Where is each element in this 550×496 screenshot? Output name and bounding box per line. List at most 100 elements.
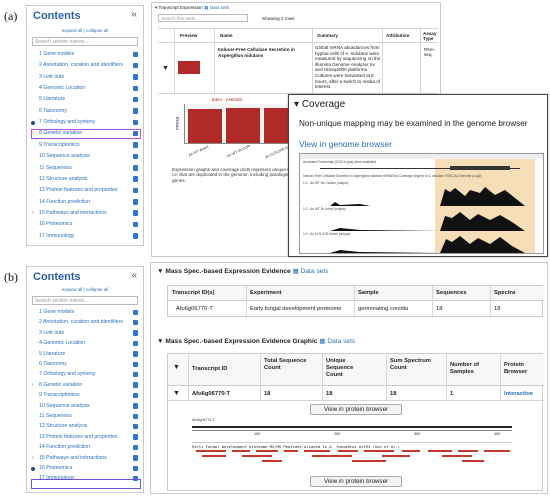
section-checkbox[interactable] — [132, 465, 138, 471]
collapse-arrow-icon[interactable]: ▾ — [294, 99, 300, 110]
sidebar-item-label[interactable]: 17 Immunology — [39, 232, 75, 239]
sidebar-item[interactable]: 1 Gene models — [39, 308, 138, 317]
expand-collapse-toggle[interactable]: expand all | collapse all — [61, 287, 109, 292]
sidebar-item[interactable]: 8 Genetic variation › — [32, 381, 138, 390]
sidebar-item-label[interactable]: 13 Protein features and properties — [39, 433, 118, 440]
sidebar-item-label[interactable]: 13 Protein features and properties — [39, 187, 118, 194]
section-checkbox[interactable] — [132, 119, 138, 126]
datasets-label[interactable]: Data sets — [327, 338, 356, 345]
sidebar-item-label[interactable]: 2 Annotation, curation and identifiers — [39, 62, 123, 69]
sidebar-item[interactable]: 12 Structure analysis — [39, 422, 138, 431]
sidebar-item-label[interactable]: 3 Link outs — [39, 73, 65, 80]
section-checkbox[interactable] — [132, 142, 138, 148]
collapse-sidebar-icon[interactable]: « — [131, 9, 137, 20]
col-protein-browser[interactable]: Protein Browser — [504, 362, 528, 375]
expand-row-arrow-icon[interactable]: ▼ — [162, 65, 169, 72]
sort-arrow-icon[interactable]: ▼ — [173, 364, 180, 371]
section-checkbox[interactable] — [132, 309, 138, 315]
datasets-label[interactable]: Data sets — [209, 5, 230, 10]
protein-browser-button-top[interactable]: View in protein browser — [310, 404, 402, 415]
sidebar-item-label[interactable]: 12 Structure analysis — [39, 423, 88, 430]
col-experiment[interactable]: Experiment — [250, 290, 282, 296]
section-checkbox[interactable] — [132, 199, 138, 205]
sidebar-item[interactable]: 8 Genetic variation › — [32, 129, 138, 138]
section-search-input[interactable]: Search section names... — [32, 37, 138, 46]
section-checkbox[interactable] — [132, 187, 138, 194]
interactive-link[interactable]: Interactive — [504, 391, 533, 397]
sidebar-item-label[interactable]: 7 Orthology and synteny — [39, 371, 96, 378]
sidebar-item-label[interactable]: 5 Literature — [39, 350, 66, 357]
sidebar-item[interactable]: 4 Genomic Location — [39, 84, 138, 93]
genome-browser-link[interactable]: View in genome browser — [299, 139, 392, 149]
sidebar-item[interactable]: 14 Function prediction — [39, 198, 138, 207]
sidebar-item-label[interactable]: 4 Genomic Location — [39, 340, 86, 347]
col-unique-seq[interactable]: Unique Sequence Count — [326, 358, 354, 378]
section-checkbox[interactable] — [132, 403, 138, 409]
sidebar-item[interactable]: 5 Literature — [39, 350, 138, 359]
col-spectra[interactable]: Spectra — [494, 290, 516, 296]
section-checkbox[interactable] — [132, 330, 138, 336]
sidebar-item-label[interactable]: 16 Proteomics — [39, 465, 73, 471]
sidebar-item[interactable]: 12 Structure analysis — [39, 175, 138, 184]
sidebar-item[interactable]: 1 Gene models — [39, 50, 138, 59]
sidebar-item-label[interactable]: 11 Sequences — [39, 413, 72, 419]
sidebar-item[interactable]: 10 Sequence analysis — [39, 402, 138, 411]
sidebar-item-label[interactable]: 1 Gene models — [39, 309, 75, 315]
expand-chevron-icon[interactable]: › — [32, 209, 34, 216]
sidebar-item-label[interactable]: 8 Genetic variation — [39, 130, 83, 137]
sidebar-item[interactable]: 13 Protein features and properties — [39, 186, 138, 195]
sidebar-item-label[interactable]: 1 Gene models — [39, 51, 75, 57]
section-checkbox[interactable] — [132, 210, 138, 216]
section-checkbox[interactable] — [132, 319, 138, 326]
sidebar-item-label[interactable]: 7 Orthology and synteny — [39, 119, 96, 126]
sidebar-item[interactable]: 15 Pathways and interactions › — [32, 454, 138, 463]
sidebar-item[interactable]: 13 Protein features and properties — [39, 433, 138, 442]
section-checkbox[interactable] — [132, 413, 138, 419]
collapse-arrow-icon[interactable]: ▼ — [157, 338, 164, 345]
sidebar-item[interactable]: 15 Pathways and interactions › — [32, 209, 138, 218]
collapse-arrow-icon[interactable]: ▾ — [155, 5, 158, 10]
section-checkbox[interactable] — [132, 392, 138, 399]
sidebar-item[interactable]: 14 Function prediction — [39, 443, 138, 452]
expand-collapse-toggle[interactable]: expand all | collapse all — [61, 28, 109, 33]
col-number-samples[interactable]: Number of Samples — [450, 362, 479, 375]
sidebar-item-label[interactable]: 14 Function prediction — [39, 198, 91, 205]
col-sample[interactable]: Sample — [358, 290, 379, 296]
section-checkbox[interactable] — [132, 130, 138, 137]
sidebar-item-label[interactable]: 6 Taxonomy — [39, 107, 67, 114]
sidebar-item[interactable]: 6 Taxonomy — [39, 107, 138, 116]
col-attribution[interactable]: Attribution — [386, 33, 410, 38]
preview-thumbnail[interactable] — [178, 61, 200, 74]
section-checkbox[interactable] — [132, 85, 138, 92]
col-name[interactable]: Name — [220, 33, 233, 38]
sidebar-item[interactable]: 6 Taxonomy — [39, 360, 138, 369]
sidebar-item[interactable]: 17 Immunology — [39, 474, 138, 483]
collapse-sidebar-icon[interactable]: « — [131, 270, 137, 281]
sidebar-item-label[interactable]: 10 Sequence analysis — [39, 402, 90, 409]
table-search-input[interactable]: Search this table... — [158, 14, 248, 22]
section-checkbox[interactable] — [132, 340, 138, 347]
sidebar-item-label[interactable]: 5 Literature — [39, 96, 66, 103]
sidebar-item-label[interactable]: 3 Link outs — [39, 329, 65, 336]
expand-chevron-icon[interactable]: › — [32, 454, 34, 461]
section-checkbox[interactable] — [132, 96, 138, 103]
col-assay-type[interactable]: Assay Type — [423, 31, 437, 41]
datasets-link[interactable]: ▦ Data sets — [292, 268, 329, 275]
collapse-arrow-icon[interactable]: ▼ — [157, 268, 164, 275]
section-checkbox[interactable] — [132, 165, 138, 171]
expand-chevron-icon[interactable]: › — [32, 130, 34, 137]
sidebar-item[interactable]: 4 Genomic Location — [39, 339, 138, 348]
section-checkbox[interactable] — [132, 455, 138, 461]
section-checkbox[interactable] — [132, 62, 138, 69]
sidebar-item-label[interactable]: 6 Taxonomy — [39, 361, 67, 367]
datasets-label[interactable]: Data sets — [300, 268, 329, 275]
sidebar-item-label[interactable]: 15 Pathways and interactions — [39, 454, 107, 461]
expand-row-arrow-icon[interactable]: ▼ — [173, 390, 180, 397]
section-checkbox[interactable] — [132, 434, 138, 440]
sidebar-item[interactable]: 11 Sequences — [39, 164, 138, 173]
sidebar-item[interactable]: 7 Orthology and synteny — [39, 370, 138, 379]
sidebar-item-label[interactable]: 8 Genetic variation — [39, 381, 83, 388]
section-search-input[interactable]: Search section names... — [32, 296, 138, 305]
section-checkbox[interactable] — [132, 221, 138, 228]
col-sum-spectrum[interactable]: Sum Spectrum Count — [390, 358, 431, 371]
